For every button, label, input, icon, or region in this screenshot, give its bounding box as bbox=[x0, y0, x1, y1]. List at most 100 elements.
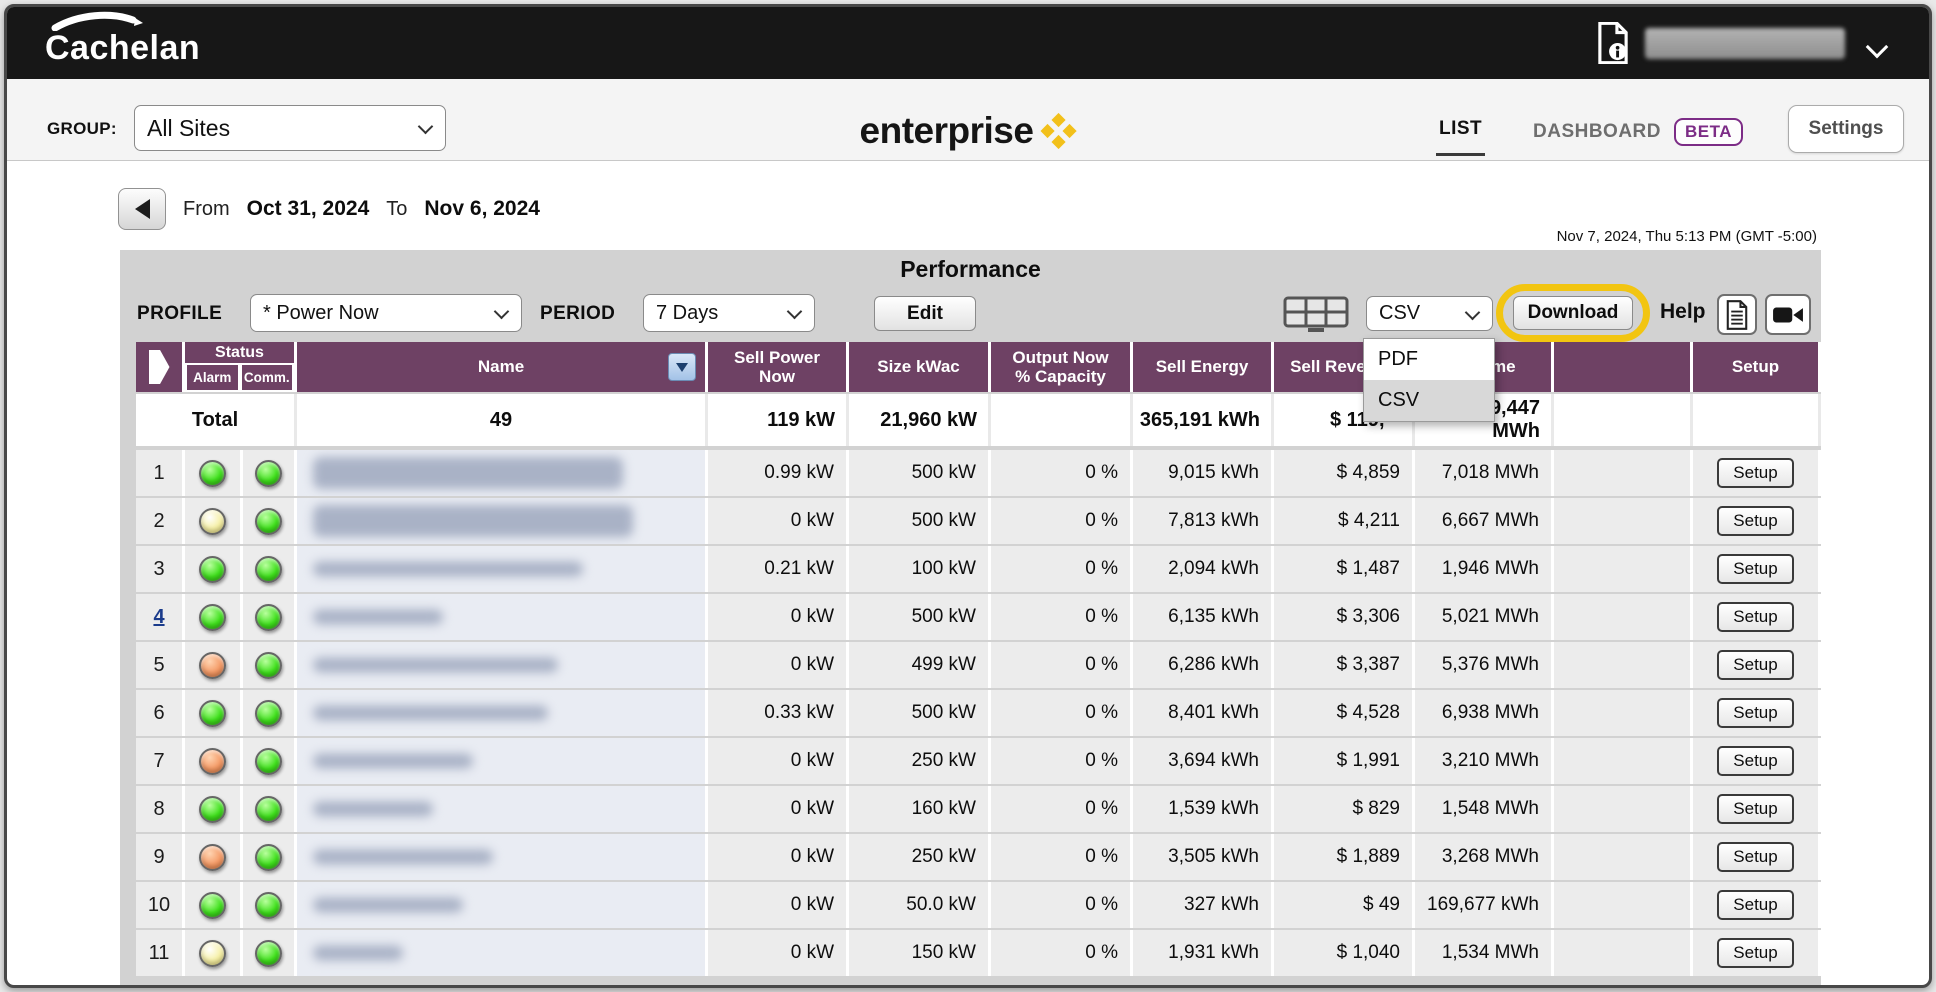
sell-power-now-value: 0 kW bbox=[708, 642, 849, 688]
row-number: 11 bbox=[136, 930, 185, 976]
site-name-redacted[interactable] bbox=[297, 594, 708, 640]
lifetime-value: 5,376 MWh bbox=[1415, 642, 1554, 688]
help-document-button[interactable] bbox=[1717, 294, 1757, 335]
from-date: Oct 31, 2024 bbox=[246, 197, 370, 220]
sell-revenue-value: $ 4,528 bbox=[1274, 690, 1415, 736]
site-name-redacted[interactable] bbox=[297, 690, 708, 736]
comm-led bbox=[255, 747, 282, 775]
setup-button[interactable]: Setup bbox=[1717, 842, 1794, 872]
comm-led bbox=[255, 459, 282, 487]
header-sell-energy: Sell Energy bbox=[1133, 342, 1274, 392]
redacted-name-blur bbox=[313, 457, 623, 489]
size-kwac-value: 250 kW bbox=[849, 834, 991, 880]
site-name-redacted[interactable] bbox=[297, 450, 708, 496]
group-select[interactable]: All Sites bbox=[134, 105, 446, 151]
site-name-redacted[interactable] bbox=[297, 498, 708, 544]
account-chevron-down-icon[interactable] bbox=[1865, 35, 1889, 59]
redacted-name-blur bbox=[313, 801, 433, 817]
video-camera-icon bbox=[1773, 307, 1803, 322]
output-now-value: 0 % bbox=[991, 786, 1133, 832]
table-row: 6 0.33 kW 500 kW 0 % 8,401 kWh $ 4,528 6… bbox=[136, 690, 1821, 736]
size-kwac-value: 100 kW bbox=[849, 546, 991, 592]
sell-power-now-value: 0 kW bbox=[708, 738, 849, 784]
setup-button[interactable]: Setup bbox=[1717, 554, 1794, 584]
sell-power-now-value: 0.33 kW bbox=[708, 690, 849, 736]
redacted-name-blur bbox=[313, 945, 403, 961]
sell-revenue-value: $ 3,387 bbox=[1274, 642, 1415, 688]
group-label: GROUP: bbox=[47, 119, 117, 138]
setup-button[interactable]: Setup bbox=[1717, 602, 1794, 632]
comm-cell bbox=[243, 498, 297, 544]
comm-led bbox=[255, 651, 282, 679]
account-selector[interactable] bbox=[1645, 28, 1845, 59]
profile-select[interactable]: * Power Now bbox=[250, 294, 522, 332]
table-body: 1 0.99 kW 500 kW 0 % 9,015 kWh $ 4,859 7… bbox=[136, 450, 1821, 976]
status-label: Status bbox=[215, 343, 264, 361]
alarm-cell bbox=[185, 498, 243, 544]
alarm-led bbox=[199, 843, 226, 871]
comm-led bbox=[255, 699, 282, 727]
document-info-icon[interactable] bbox=[1597, 21, 1629, 69]
table-row: 1 0.99 kW 500 kW 0 % 9,015 kWh $ 4,859 7… bbox=[136, 450, 1821, 496]
download-button[interactable]: Download bbox=[1513, 296, 1633, 330]
settings-button[interactable]: Settings bbox=[1788, 105, 1904, 153]
tab-dashboard-label: DASHBOARD bbox=[1533, 121, 1661, 142]
size-kwac-value: 500 kW bbox=[849, 498, 991, 544]
profile-select-value: * Power Now bbox=[263, 301, 379, 324]
setup-button[interactable]: Setup bbox=[1717, 698, 1794, 728]
row-number-link[interactable]: 4 bbox=[136, 594, 185, 640]
comm-cell bbox=[243, 738, 297, 784]
menu-item-pdf[interactable]: PDF bbox=[1378, 348, 1418, 370]
alarm-cell bbox=[185, 738, 243, 784]
sell-energy-value: 1,539 kWh bbox=[1133, 786, 1274, 832]
site-name-redacted[interactable] bbox=[297, 930, 708, 976]
total-setup-blank bbox=[1693, 394, 1821, 446]
edit-button[interactable]: Edit bbox=[874, 296, 976, 331]
beta-badge: BETA bbox=[1674, 118, 1744, 146]
comm-cell bbox=[243, 546, 297, 592]
help-video-button[interactable] bbox=[1765, 294, 1811, 335]
site-name-redacted[interactable] bbox=[297, 546, 708, 592]
setup-button[interactable]: Setup bbox=[1717, 794, 1794, 824]
date-range-bar: From Oct 31, 2024 To Nov 6, 2024 bbox=[118, 188, 540, 230]
current-timestamp: Nov 7, 2024, Thu 5:13 PM (GMT -5:00) bbox=[1556, 228, 1817, 245]
site-name-redacted[interactable] bbox=[297, 786, 708, 832]
comm-cell bbox=[243, 690, 297, 736]
comm-cell bbox=[243, 450, 297, 496]
grid-view-icon[interactable] bbox=[1283, 296, 1349, 339]
previous-period-button[interactable] bbox=[118, 188, 166, 230]
output-now-value: 0 % bbox=[991, 546, 1133, 592]
alarm-cell bbox=[185, 546, 243, 592]
tab-dashboard[interactable]: DASHBOARD BETA bbox=[1533, 118, 1744, 146]
menu-item-csv[interactable]: CSV bbox=[1364, 380, 1494, 421]
setup-button[interactable]: Setup bbox=[1717, 890, 1794, 920]
setup-button[interactable]: Setup bbox=[1717, 746, 1794, 776]
period-select[interactable]: 7 Days bbox=[643, 294, 815, 332]
setup-button[interactable]: Setup bbox=[1717, 458, 1794, 488]
setup-button[interactable]: Setup bbox=[1717, 506, 1794, 536]
site-name-redacted[interactable] bbox=[297, 882, 708, 928]
alarm-cell bbox=[185, 786, 243, 832]
export-format-select[interactable]: CSV bbox=[1366, 296, 1493, 331]
help-label: Help bbox=[1660, 300, 1706, 323]
lifetime-value: 6,938 MWh bbox=[1415, 690, 1554, 736]
sell-energy-value: 3,694 kWh bbox=[1133, 738, 1274, 784]
alarm-cell bbox=[185, 690, 243, 736]
chevron-down-icon bbox=[417, 118, 434, 135]
setup-button[interactable]: Setup bbox=[1717, 650, 1794, 680]
setup-button[interactable]: Setup bbox=[1717, 938, 1794, 968]
name-sort-button[interactable] bbox=[668, 353, 696, 381]
setup-cell: Setup bbox=[1693, 786, 1821, 832]
site-name-redacted[interactable] bbox=[297, 642, 708, 688]
site-name-redacted[interactable] bbox=[297, 738, 708, 784]
redacted-name-blur bbox=[313, 609, 443, 625]
sell-revenue-value: $ 1,040 bbox=[1274, 930, 1415, 976]
header-size-kwac: Size kWac bbox=[849, 342, 991, 392]
comm-led bbox=[255, 603, 282, 631]
comm-led bbox=[255, 891, 282, 919]
site-name-redacted[interactable] bbox=[297, 834, 708, 880]
tab-list[interactable]: LIST bbox=[1435, 118, 1486, 156]
header-arrow-cell bbox=[136, 342, 185, 392]
row-number: 10 bbox=[136, 882, 185, 928]
sell-revenue-value: $ 4,211 bbox=[1274, 498, 1415, 544]
